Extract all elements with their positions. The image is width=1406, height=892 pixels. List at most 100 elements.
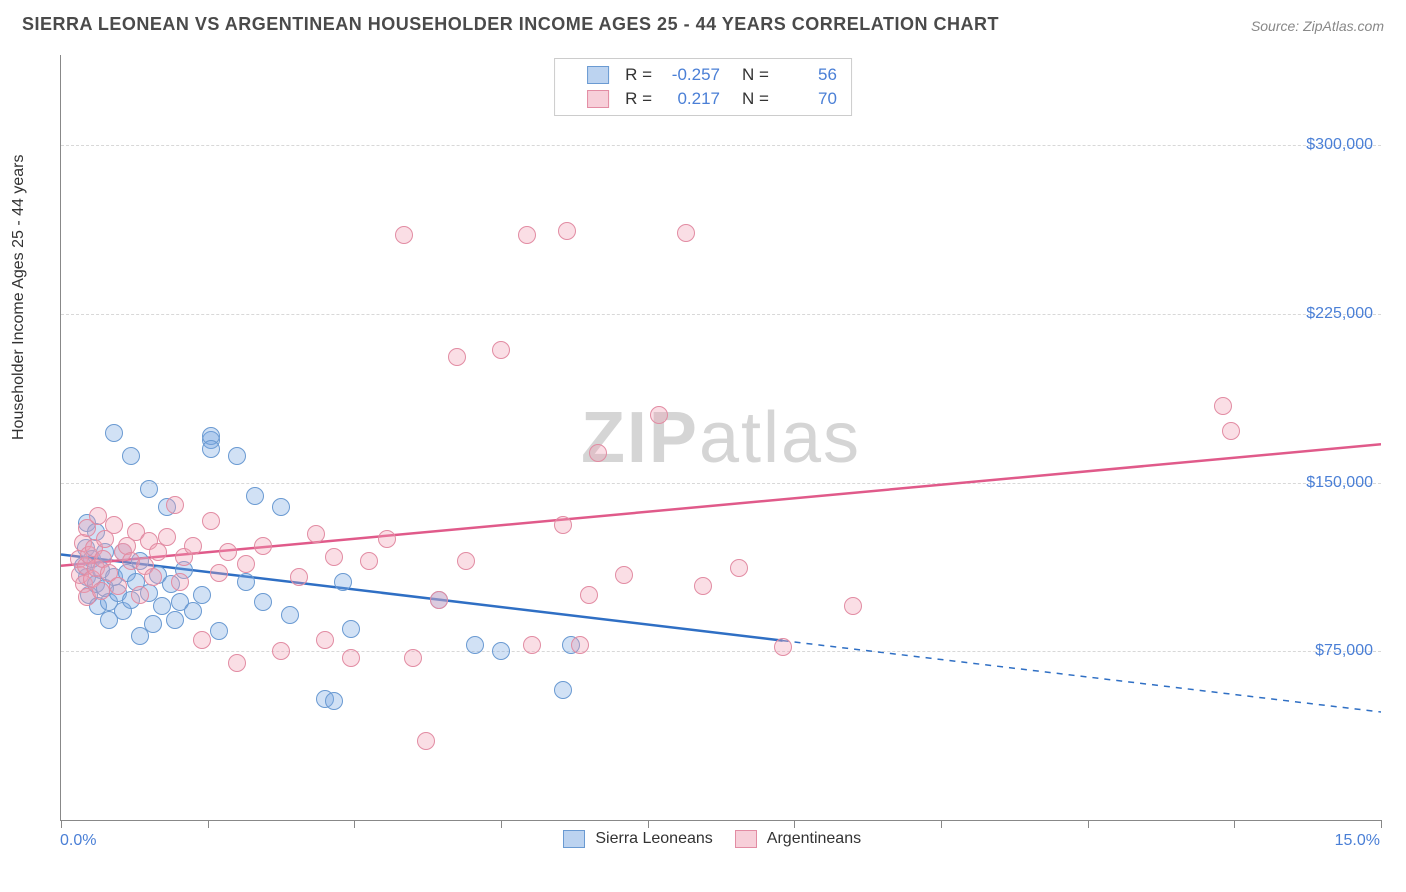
- data-point: [378, 530, 396, 548]
- data-point: [342, 620, 360, 638]
- data-point: [395, 226, 413, 244]
- data-point: [316, 631, 334, 649]
- y-tick-label: $300,000: [1306, 136, 1373, 154]
- gridline: [61, 483, 1381, 484]
- x-tick: [794, 820, 795, 828]
- trend-lines: [61, 55, 1381, 820]
- legend-label: Argentineans: [767, 830, 861, 847]
- data-point: [492, 642, 510, 660]
- data-point: [184, 537, 202, 555]
- x-tick: [61, 820, 62, 828]
- chart-title: SIERRA LEONEAN VS ARGENTINEAN HOUSEHOLDE…: [22, 14, 999, 35]
- data-point: [342, 649, 360, 667]
- data-point: [109, 577, 127, 595]
- data-point: [325, 692, 343, 710]
- data-point: [650, 406, 668, 424]
- data-point: [492, 341, 510, 359]
- y-tick-label: $75,000: [1315, 642, 1373, 660]
- data-point: [325, 548, 343, 566]
- gridline: [61, 651, 1381, 652]
- swatch-argentina-icon: [587, 90, 609, 108]
- data-point: [210, 564, 228, 582]
- data-point: [166, 496, 184, 514]
- data-point: [92, 582, 110, 600]
- data-point: [272, 498, 290, 516]
- legend-row-sierra: R = -0.257 N = 56: [569, 63, 837, 87]
- data-point: [149, 543, 167, 561]
- data-point: [237, 573, 255, 591]
- y-axis-label: Householder Income Ages 25 - 44 years: [10, 155, 28, 441]
- data-point: [694, 577, 712, 595]
- data-point: [254, 537, 272, 555]
- data-point: [246, 487, 264, 505]
- gridline: [61, 145, 1381, 146]
- x-tick: [648, 820, 649, 828]
- data-point: [448, 348, 466, 366]
- data-point: [844, 597, 862, 615]
- data-point: [774, 638, 792, 656]
- swatch-sierra-icon: [587, 66, 609, 84]
- data-point: [730, 559, 748, 577]
- data-point: [677, 224, 695, 242]
- data-point: [237, 555, 255, 573]
- data-point: [571, 636, 589, 654]
- data-point: [202, 440, 220, 458]
- data-point: [457, 552, 475, 570]
- data-point: [140, 480, 158, 498]
- correlation-legend: R = -0.257 N = 56 R = 0.217 N = 70: [554, 58, 852, 116]
- data-point: [589, 444, 607, 462]
- data-point: [360, 552, 378, 570]
- data-point: [228, 654, 246, 672]
- data-point: [417, 732, 435, 750]
- data-point: [166, 611, 184, 629]
- data-point: [193, 586, 211, 604]
- data-point: [523, 636, 541, 654]
- data-point: [430, 591, 448, 609]
- data-point: [210, 622, 228, 640]
- x-tick: [1381, 820, 1382, 828]
- source-attribution: Source: ZipAtlas.com: [1251, 18, 1384, 34]
- data-point: [518, 226, 536, 244]
- x-tick: [354, 820, 355, 828]
- data-point: [307, 525, 325, 543]
- x-tick: [1088, 820, 1089, 828]
- watermark: ZIPatlas: [581, 397, 861, 479]
- data-point: [144, 615, 162, 633]
- scatter-plot-area: ZIPatlas $75,000 $150,000 $225,000 $300,000: [60, 55, 1381, 821]
- data-point: [615, 566, 633, 584]
- legend-row-argentina: R = 0.217 N = 70: [569, 87, 837, 111]
- data-point: [404, 649, 422, 667]
- data-point: [202, 512, 220, 530]
- data-point: [193, 631, 211, 649]
- data-point: [281, 606, 299, 624]
- data-point: [105, 516, 123, 534]
- swatch-sierra-icon: [563, 830, 585, 848]
- data-point: [122, 447, 140, 465]
- data-point: [272, 642, 290, 660]
- data-point: [290, 568, 308, 586]
- data-point: [184, 602, 202, 620]
- data-point: [554, 681, 572, 699]
- data-point: [105, 424, 123, 442]
- y-tick-label: $225,000: [1306, 305, 1373, 323]
- data-point: [558, 222, 576, 240]
- data-point: [144, 568, 162, 586]
- legend-label: Sierra Leoneans: [595, 830, 712, 847]
- gridline: [61, 314, 1381, 315]
- data-point: [131, 586, 149, 604]
- data-point: [466, 636, 484, 654]
- swatch-argentina-icon: [735, 830, 757, 848]
- data-point: [1214, 397, 1232, 415]
- data-point: [554, 516, 572, 534]
- x-tick: [208, 820, 209, 828]
- data-point: [334, 573, 352, 591]
- data-point: [1222, 422, 1240, 440]
- data-point: [219, 543, 237, 561]
- x-tick: [501, 820, 502, 828]
- series-legend: Sierra Leoneans Argentineans: [0, 830, 1406, 848]
- y-tick-label: $150,000: [1306, 474, 1373, 492]
- data-point: [158, 528, 176, 546]
- data-point: [580, 586, 598, 604]
- data-point: [254, 593, 272, 611]
- x-tick: [1234, 820, 1235, 828]
